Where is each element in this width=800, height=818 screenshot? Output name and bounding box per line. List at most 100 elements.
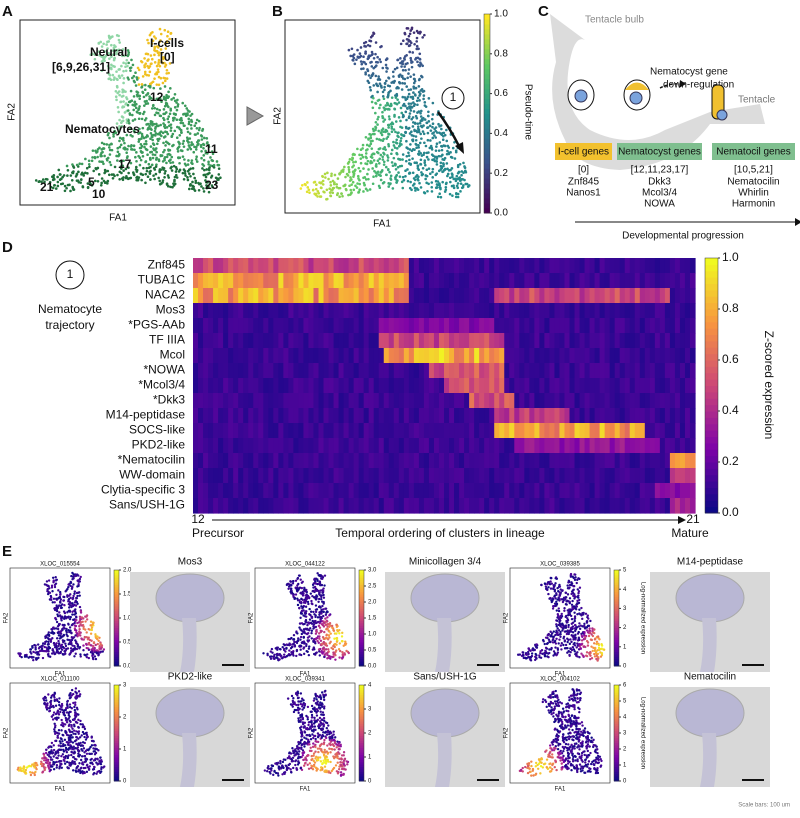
heat-cell [585,378,591,394]
heat-cell [645,258,651,274]
heat-cell [504,468,510,484]
heat-cell [660,408,666,424]
heat-cell [544,363,550,379]
heat-cell [655,303,661,319]
heat-cell [615,303,621,319]
cell-dot [446,162,449,165]
cell-dot [442,135,445,138]
cell-dot [141,91,144,94]
cell-dot [61,624,63,626]
heat-cell [645,408,651,424]
heat-cell [544,333,550,349]
cell-dot [332,187,335,190]
cell-dot [187,179,190,182]
colorbar-segment [705,386,718,393]
cell-dot [61,603,63,605]
heat-cell [288,438,294,454]
cell-dot [92,647,94,649]
heat-cell [439,258,445,274]
cell-dot [452,147,455,150]
cell-dot [159,124,162,127]
heat-cell [564,498,570,514]
cell-dot [413,43,416,46]
heat-cell [504,303,510,319]
cell-dot [393,128,396,131]
cell-dot [406,27,409,30]
cell-dot [398,101,401,104]
cell-dot [440,128,443,131]
cell-dot [118,94,121,97]
heat-cell [534,423,540,439]
cell-dot [132,64,135,67]
heat-cell [268,333,274,349]
heat-cell [595,498,601,514]
heat-cell [529,378,535,394]
heat-cell [635,303,641,319]
cell-dot [78,162,81,165]
cell-dot [322,624,324,626]
cell-dot [55,582,57,584]
cell-dot [425,105,428,108]
heat-cell [218,363,224,379]
heat-cell [399,393,405,409]
heat-cell [504,318,510,334]
heat-cell [509,303,515,319]
cell-dot [169,112,172,115]
heat-cell [414,453,420,469]
cell-dot [420,115,423,118]
cell-dot [411,157,414,160]
gene-label: *Nematocilin [118,453,185,467]
cell-dot [319,581,321,583]
cell-dot [121,74,124,77]
heat-cell [334,378,340,394]
heat-cell [429,363,435,379]
heat-cell [680,468,686,484]
cell-dot [457,164,460,167]
cell-dot [359,52,362,55]
cell-dot [149,65,152,68]
cell-dot [408,105,411,108]
cell-dot [381,115,384,118]
heat-cell [339,273,345,289]
cell-dot [147,53,150,56]
cell-dot [142,75,145,78]
cell-dot [395,139,398,142]
nucleus [717,110,727,120]
cell-dot [165,97,168,100]
cell-dot [407,89,410,92]
cell-dot [449,193,452,196]
heat-cell [675,423,681,439]
heat-cell [494,393,500,409]
heat-cell [399,453,405,469]
cell-dot [375,165,378,168]
heat-cell [334,468,340,484]
heat-cell [429,258,435,274]
cell-dot [64,590,66,592]
cell-dot [69,641,71,643]
cell-dot [166,156,169,159]
cell-dot [399,175,402,178]
heat-cell [499,438,505,454]
cell-dot [407,39,410,42]
cell-dot [402,69,405,72]
heat-cell [575,498,581,514]
heat-cell [203,453,209,469]
heat-cell [298,378,304,394]
heat-cell [394,393,400,409]
cell-dot [381,67,384,70]
heat-cell [469,408,475,424]
cell-dot [306,186,309,189]
heat-cell [238,393,244,409]
heat-cell [359,333,365,349]
heat-cell [665,378,671,394]
cell-dot [415,40,418,43]
heat-cell [213,498,219,514]
heat-cell [399,333,405,349]
heat-cell [474,273,480,289]
cell-dot [421,64,424,67]
cell-dot [322,175,325,178]
cell-dot [376,118,379,121]
heat-cell [213,408,219,424]
heat-cell [439,288,445,304]
heat-cell [394,348,400,364]
